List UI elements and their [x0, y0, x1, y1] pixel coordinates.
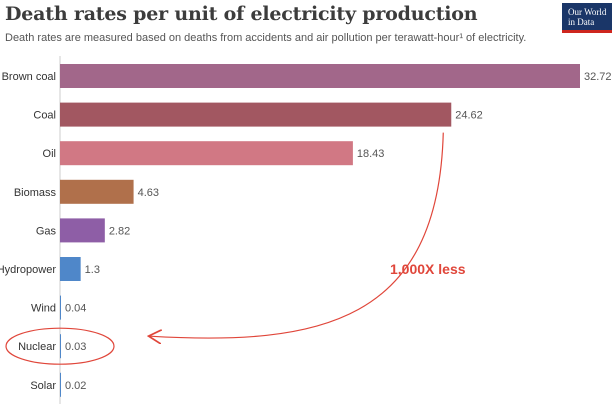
category-label-brown-coal: Brown coal [2, 71, 56, 83]
value-label-wind: 0.04 [65, 303, 86, 315]
category-label-hydropower: Hydropower [0, 264, 56, 276]
annotation-label: 1,000X less [390, 261, 466, 277]
value-label-solar: 0.02 [65, 380, 86, 392]
category-label-coal: Coal [33, 110, 56, 122]
logo-text-line2: in Data [568, 17, 595, 27]
logo-accent-bar [562, 30, 612, 33]
owid-logo[interactable]: Our World in Data [562, 3, 612, 33]
bar-wind[interactable] [60, 295, 61, 320]
chart-subtitle: Death rates are measured based on deaths… [5, 32, 527, 44]
bar-coal[interactable] [60, 102, 452, 127]
category-label-oil: Oil [43, 148, 56, 160]
value-label-coal: 24.62 [455, 110, 483, 122]
bar-gas[interactable] [60, 218, 105, 243]
value-label-nuclear: 0.03 [65, 341, 86, 353]
bar-nuclear[interactable] [60, 334, 61, 359]
bar-solar[interactable] [60, 372, 61, 397]
value-label-oil: 18.43 [357, 148, 385, 160]
value-label-brown-coal: 32.72 [584, 71, 612, 83]
value-label-gas: 2.82 [109, 225, 130, 237]
category-label-nuclear: Nuclear [18, 341, 56, 353]
category-label-gas: Gas [36, 225, 57, 237]
category-label-solar: Solar [30, 380, 56, 392]
annotation-arrow [150, 132, 444, 339]
bar-oil[interactable] [60, 141, 353, 166]
category-label-wind: Wind [31, 303, 56, 315]
logo-text-line1: Our World [568, 7, 607, 17]
value-label-biomass: 4.63 [138, 187, 159, 199]
value-label-hydropower: 1.3 [85, 264, 100, 276]
bar-biomass[interactable] [60, 179, 134, 204]
bar-brown-coal[interactable] [60, 64, 580, 88]
chart-title: Death rates per unit of electricity prod… [5, 3, 478, 25]
category-label-biomass: Biomass [14, 187, 57, 199]
annotation-circle [5, 327, 115, 365]
bar-hydropower[interactable] [60, 257, 81, 281]
